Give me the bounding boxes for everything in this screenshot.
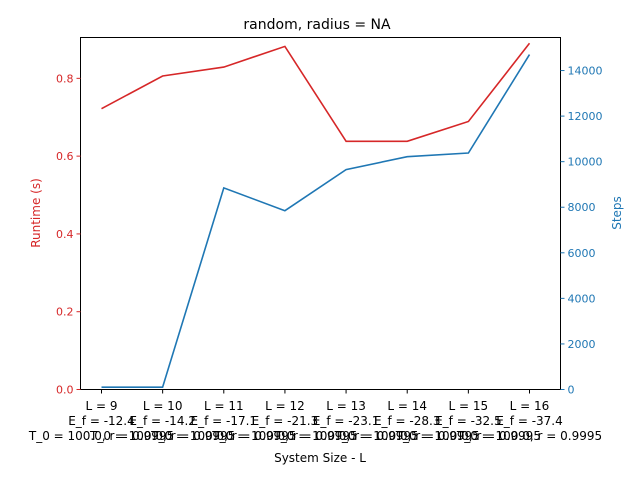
x-tick-label: L = 13 (326, 399, 366, 413)
runtime-point (101, 108, 103, 110)
x-tick-label: T_0 = 100.0, r = 0.9995 (89, 429, 235, 443)
x-tick-label: L = 12 (265, 399, 305, 413)
x-tick-label: T_0 = 100.0, r = 0.9995 (334, 429, 480, 443)
runtime-point (529, 43, 531, 45)
x-tick-label: L = 11 (204, 399, 244, 413)
x-tick-label: L = 16 (510, 399, 550, 413)
steps-point (345, 169, 347, 171)
x-tick-label: E_f = -14.2 (129, 414, 196, 428)
right-y-tick-label: 14000 (568, 65, 603, 78)
steps-point (284, 210, 286, 212)
left-y-tick-label: 0.6 (56, 150, 74, 163)
x-tick-label: L = 9 (85, 399, 117, 413)
steps-point (529, 54, 531, 56)
x-tick-label: E_f = -17.1 (191, 414, 258, 428)
x-tick-label: E_f = -21.3 (252, 414, 319, 428)
right-y-tick-label: 12000 (568, 110, 603, 123)
steps-point (101, 386, 103, 388)
left-y-tick-label: 0.8 (56, 72, 74, 85)
x-axis: L = 9E_f = -12.4T_0 = 100.0, r = 0.9995L… (28, 389, 602, 443)
x-tick-label: E_f = -32.5 (435, 414, 502, 428)
x-tick-label: E_f = -37.4 (496, 414, 563, 428)
x-tick-label: E_f = -28.3 (374, 414, 441, 428)
steps-line (101, 54, 531, 389)
right-y-tick-label: 6000 (568, 247, 596, 260)
runtime-point (406, 141, 408, 143)
runtime-point (284, 46, 286, 48)
steps-point (468, 152, 470, 154)
steps-point (223, 187, 225, 189)
chart-title: random, radius = NA (243, 17, 391, 33)
x-tick-label: T_0 = 100.0, r = 0.9995 (150, 429, 296, 443)
right-y-tick-label: 0 (568, 384, 575, 397)
right-y-tick-label: 8000 (568, 201, 596, 214)
x-tick-label: L = 14 (387, 399, 427, 413)
right-y-axis-label: Steps (610, 196, 624, 230)
left-y-tick-label: 0.2 (56, 306, 74, 319)
runtime-line (101, 42, 531, 143)
left-y-tick-label: 0.4 (56, 228, 74, 241)
right-y-axis: 0 2000 4000 6000 8000 10000 12000 14000 (560, 65, 603, 397)
x-tick-label: T_0 = 100.0, r = 0.9995 (395, 429, 541, 443)
x-tick-label: E_f = -23.1 (313, 414, 380, 428)
x-tick-label: T_0 = 100.0, r = 0.9995 (456, 429, 602, 443)
x-tick-label: T_0 = 100.0, r = 0.9995 (211, 429, 357, 443)
steps-point (162, 386, 164, 388)
series-lines (101, 42, 531, 389)
runtime-point (223, 66, 225, 68)
x-tick-label: E_f = -12.4 (68, 414, 135, 428)
x-axis-label: System Size - L (274, 451, 366, 465)
runtime-point (468, 121, 470, 123)
right-y-tick-label: 2000 (568, 338, 596, 351)
x-tick-label: L = 10 (143, 399, 183, 413)
right-y-tick-label: 10000 (568, 156, 603, 169)
steps-point (406, 156, 408, 158)
left-y-axis: 0.0 0.2 0.4 0.6 0.8 (56, 72, 81, 397)
x-tick-label: T_0 = 100.0, r = 0.9995 (272, 429, 418, 443)
runtime-point (345, 141, 347, 143)
x-tick-label: T_0 = 100.0, r = 0.9995 (28, 429, 174, 443)
runtime-point (162, 75, 164, 77)
plot-area (80, 37, 561, 390)
x-tick-label: L = 15 (449, 399, 489, 413)
right-y-tick-label: 4000 (568, 292, 596, 305)
left-y-tick-label: 0.0 (56, 384, 74, 397)
left-y-axis-label: Runtime (s) (29, 178, 43, 248)
